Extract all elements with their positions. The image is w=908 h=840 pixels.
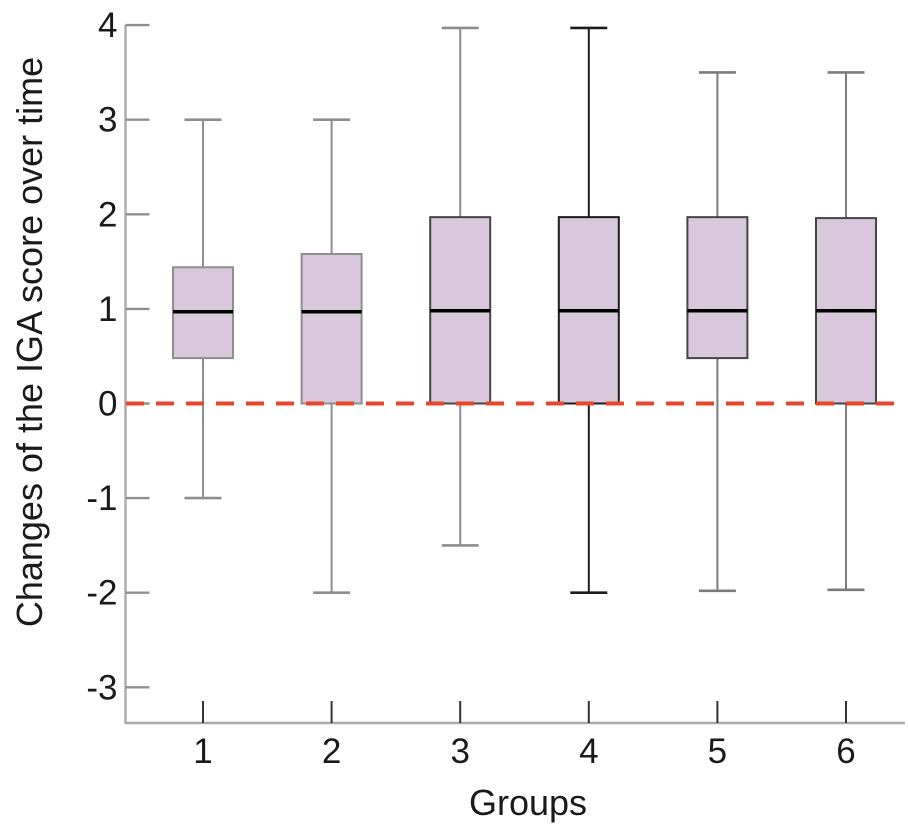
y-tick-label: 1: [98, 290, 117, 329]
box-group-5: [686, 216, 749, 360]
y-tick-label: -2: [86, 574, 117, 613]
y-tick-label: -1: [86, 479, 117, 518]
y-tick-label: -3: [86, 668, 117, 707]
x-tick-label: 4: [579, 732, 598, 771]
y-tick-label: 4: [98, 6, 117, 45]
x-tick-label: 1: [193, 732, 212, 771]
x-tick-label: 3: [450, 732, 469, 771]
x-tick-label: 5: [708, 732, 727, 771]
x-tick-label: 2: [322, 732, 341, 771]
x-axis-title: Groups: [468, 782, 588, 823]
y-tick-label: 2: [98, 195, 117, 234]
x-tick-label: 6: [836, 732, 855, 771]
y-tick-label: 3: [98, 101, 117, 140]
y-tick-label: 0: [98, 385, 117, 424]
box-group-2: [300, 253, 363, 405]
